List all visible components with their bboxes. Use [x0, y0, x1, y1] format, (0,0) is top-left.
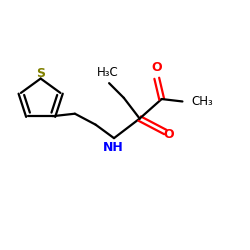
Text: O: O: [152, 61, 162, 74]
Text: H₃C: H₃C: [97, 66, 119, 79]
Text: NH: NH: [102, 141, 123, 154]
Text: S: S: [36, 67, 45, 80]
Text: CH₃: CH₃: [191, 95, 213, 108]
Text: O: O: [164, 128, 174, 141]
